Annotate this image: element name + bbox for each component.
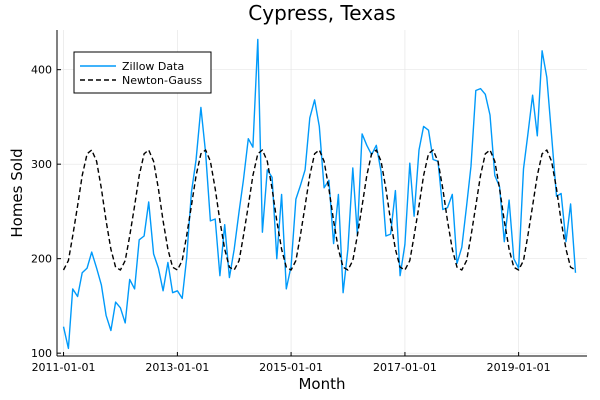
- legend-label-zillow: Zillow Data: [122, 60, 184, 73]
- x-tick-label: 2011-01-01: [32, 361, 96, 374]
- series-layer: [62, 38, 577, 350]
- legend-label-newton-gauss: Newton-Gauss: [122, 74, 202, 87]
- y-tick-label: 400: [31, 64, 52, 77]
- series-line-newton-gauss: [62, 149, 576, 271]
- legend-box: [73, 51, 212, 94]
- chart-title: Cypress, Texas: [248, 1, 395, 25]
- legend: Zillow Data Newton-Gauss: [73, 51, 212, 94]
- y-tick-label: 200: [31, 253, 52, 266]
- axes: [56, 30, 587, 357]
- y-axis-label: Homes Sold: [8, 148, 26, 237]
- series-line-zillow-data: [62, 38, 577, 350]
- x-tick-label: 2017-01-01: [373, 361, 437, 374]
- x-tick-label: 2013-01-01: [145, 361, 209, 374]
- y-tick-label: 100: [31, 347, 52, 360]
- x-axis-label: Month: [298, 375, 345, 393]
- x-tick-label: 2019-01-01: [487, 361, 551, 374]
- x-ticks: 2011-01-01 2013-01-01 2015-01-01 2017-01-01…: [32, 352, 551, 374]
- x-tick-label: 2015-01-01: [259, 361, 323, 374]
- y-tick-label: 300: [31, 158, 52, 171]
- y-ticks: 100 200 300 400: [31, 64, 61, 360]
